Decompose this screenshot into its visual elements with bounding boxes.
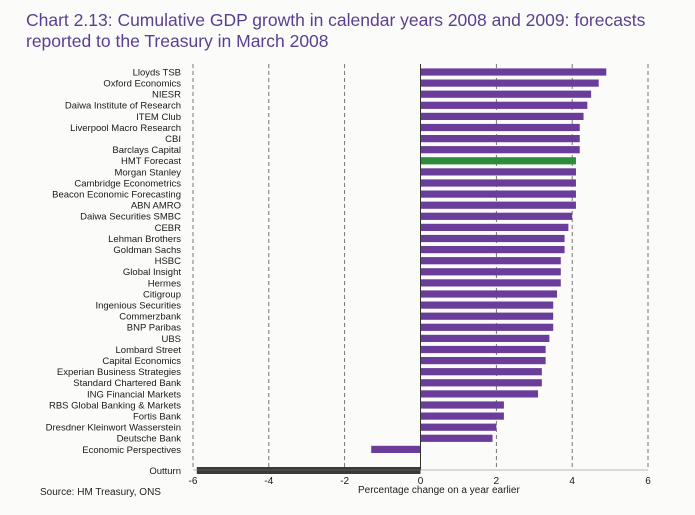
category-label: CEBR: [155, 223, 182, 234]
category-label: Lehman Brothers: [108, 234, 181, 245]
bar: [420, 223, 569, 231]
x-tick-label: 4: [569, 476, 575, 487]
bar: [420, 312, 554, 320]
category-label: Lloyds TSB: [133, 67, 181, 78]
bar: [420, 212, 573, 220]
bar: [420, 334, 550, 342]
bar: [420, 268, 561, 276]
category-label: Outturn: [149, 466, 181, 477]
bar: [420, 434, 493, 442]
category-label: Barclays Capital: [112, 145, 181, 156]
bar: [420, 401, 504, 409]
bar: [420, 123, 580, 132]
category-label: Dresdner Kleinwort Wasserstein: [46, 423, 181, 434]
bar: [420, 201, 576, 209]
category-label: Fortis Bank: [133, 412, 181, 423]
x-tick-label: -2: [340, 476, 349, 487]
category-label: Experian Business Strategies: [57, 367, 181, 378]
bar: [420, 257, 561, 265]
bar: [420, 279, 561, 287]
category-label: HSBC: [155, 256, 182, 267]
bar: [420, 290, 557, 298]
category-label: ING Financial Markets: [87, 389, 181, 400]
category-label: Oxford Economics: [103, 79, 181, 90]
category-label: Hermes: [148, 278, 182, 289]
category-label: Goldman Sachs: [113, 245, 181, 256]
bar: [420, 423, 497, 431]
x-tick-label: -6: [189, 476, 198, 487]
x-tick-label: 2: [494, 476, 500, 487]
bar: [420, 101, 588, 109]
bar: [420, 112, 584, 120]
category-label: Citigroup: [143, 289, 181, 300]
bar: [196, 467, 421, 474]
bar: [420, 135, 580, 143]
category-label: Daiwa Institute of Research: [65, 101, 181, 112]
category-label: Liverpool Macro Research: [70, 123, 181, 134]
bar: [420, 157, 576, 165]
source-note: Source: HM Treasury, ONS: [40, 487, 161, 498]
bar: [420, 412, 504, 420]
category-label: NIESR: [152, 90, 181, 101]
bar: [420, 390, 539, 398]
x-tick-label: 6: [645, 476, 651, 487]
category-label: UBS: [161, 334, 181, 345]
category-label: Capital Economics: [102, 356, 181, 367]
bar: [420, 234, 565, 243]
bar: [420, 179, 576, 187]
category-label: Daiwa Securities SMBC: [80, 212, 181, 223]
bar: [420, 345, 546, 354]
category-label: ABN AMRO: [131, 201, 181, 212]
x-tick-label: 0: [418, 476, 424, 487]
category-label: Deutsche Bank: [117, 434, 182, 445]
category-label: Lombard Street: [116, 345, 182, 356]
x-tick-label: -4: [264, 476, 273, 487]
bar: [420, 301, 554, 309]
bar: [420, 368, 542, 376]
axes: -6 -4 -2 0 2 4 6: [189, 64, 651, 487]
category-label: Global Insight: [123, 267, 181, 278]
bar: [420, 357, 546, 365]
bar: [420, 68, 607, 76]
category-label: ITEM Club: [136, 112, 181, 123]
bar: [420, 379, 542, 387]
category-label: Morgan Stanley: [114, 167, 181, 178]
bar: [420, 168, 576, 176]
category-label: RBS Global Banking & Markets: [49, 400, 181, 411]
x-axis-label: Percentage change on a year earlier: [358, 485, 520, 496]
chart-title: Chart 2.13: Cumulative GDP growth in cal…: [26, 10, 646, 51]
bar: [420, 146, 580, 154]
category-label: CBI: [165, 134, 181, 145]
bar: [420, 323, 554, 331]
bar: [371, 445, 421, 453]
category-label: Cambridge Econometrics: [74, 178, 181, 189]
bar: [420, 90, 592, 98]
category-label: Standard Chartered Bank: [73, 378, 181, 389]
category-label: BNP Paribas: [127, 323, 181, 334]
category-label: Ingenious Securities: [95, 301, 181, 312]
category-label: Economic Perspectives: [82, 445, 181, 456]
bars: [196, 68, 607, 474]
category-label: Beacon Economic Forecasting: [52, 190, 181, 201]
bar: [420, 79, 599, 87]
bar: [420, 190, 576, 198]
category-label: Commerzbank: [119, 312, 181, 323]
category-label: HMT Forecast: [121, 156, 181, 167]
bar: [420, 246, 565, 254]
